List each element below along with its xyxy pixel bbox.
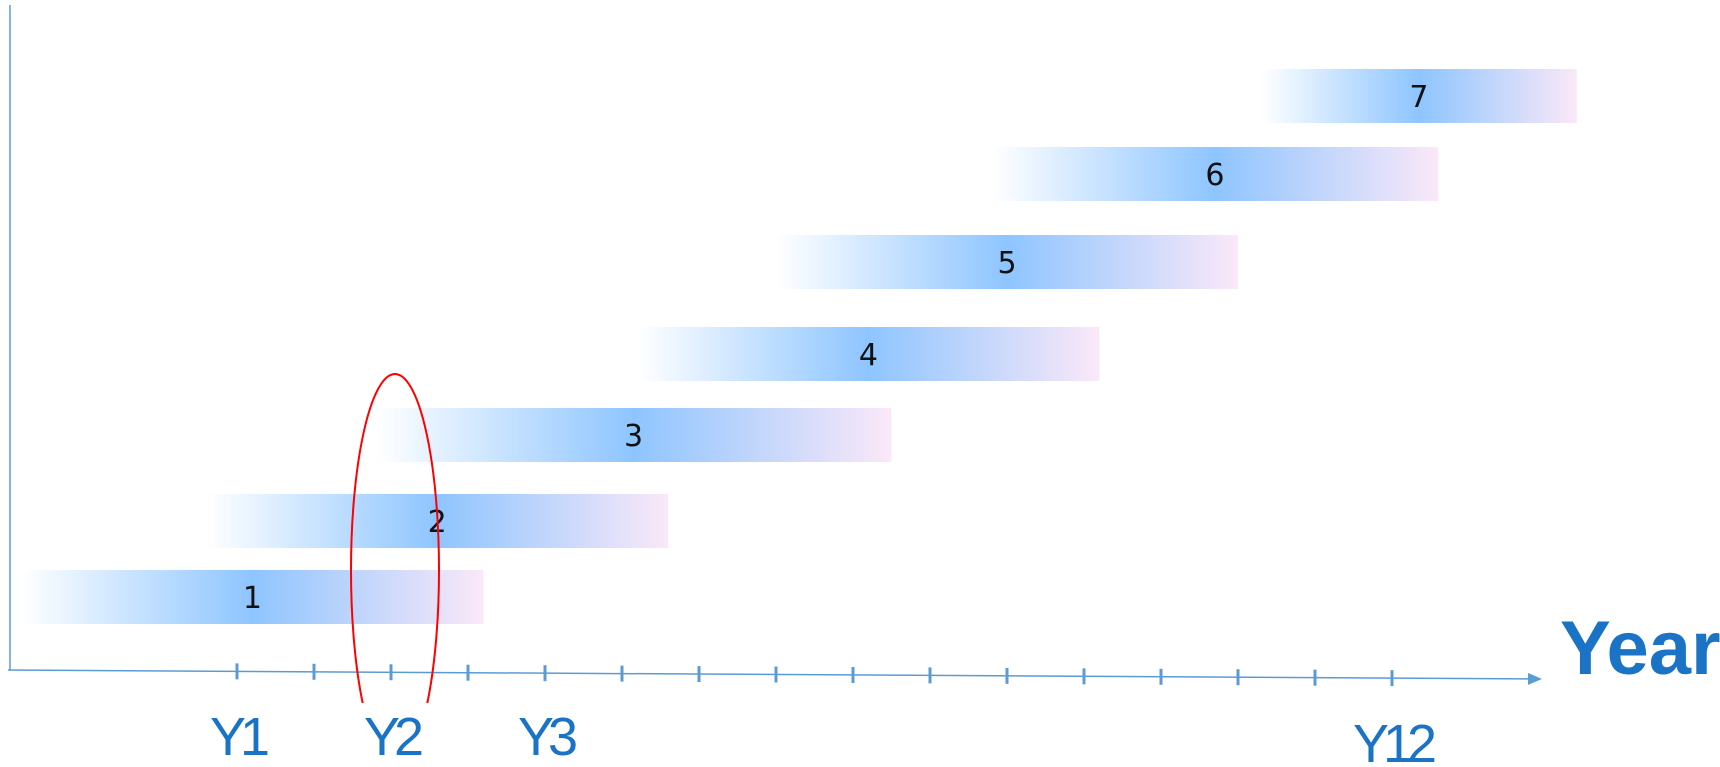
x-tick-label-y12: Y12 — [1353, 714, 1435, 767]
ellipse-cutoff — [335, 703, 455, 767]
timeline-bar-6 — [991, 147, 1439, 201]
x-axis-title: Year — [1560, 606, 1720, 691]
timeline-bar-3 — [375, 408, 892, 462]
bar-label-5: 5 — [997, 246, 1016, 281]
bar-label-1: 1 — [243, 581, 262, 616]
timeline-bar-7 — [1261, 69, 1577, 123]
timeline-bar-4 — [637, 327, 1100, 381]
labels-layer: Y1 Y2 Y3 Y12 — [210, 707, 1441, 767]
x-tick-label-y2: Y2 — [364, 707, 422, 767]
x-tick-label-y1: Y1 — [210, 707, 268, 767]
timeline-bar-1 — [21, 570, 484, 624]
bar-label-7: 7 — [1409, 80, 1428, 115]
ticks-layer — [235, 663, 1394, 687]
bar-label-4: 4 — [859, 338, 878, 373]
x-axis — [7, 669, 1542, 685]
timeline-bar-5 — [776, 235, 1238, 289]
bar-label-6: 6 — [1205, 158, 1224, 193]
bar-label-3: 3 — [624, 419, 643, 454]
x-tick-label-y3: Y3 — [518, 707, 576, 767]
